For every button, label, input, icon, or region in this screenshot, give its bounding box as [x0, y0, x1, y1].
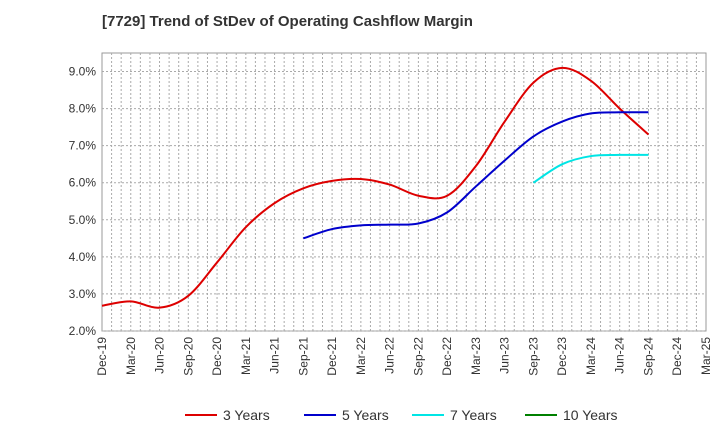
x-tick-label: Mar-22 — [354, 337, 368, 375]
series-line-7-years — [532, 153, 649, 184]
plot-area — [101, 52, 707, 332]
x-tick-label: Dec-21 — [325, 337, 339, 376]
y-tick-label: 8.0% — [69, 102, 97, 116]
y-tick-label: 5.0% — [69, 213, 97, 227]
legend-label: 3 Years — [223, 407, 270, 423]
x-tick-label: Sep-23 — [526, 337, 540, 376]
chart-title: [7729] Trend of StDev of Operating Cashf… — [102, 13, 473, 30]
x-tick-label: Jun-24 — [613, 337, 627, 374]
x-tick-label: Mar-24 — [584, 337, 598, 375]
x-tick-label: Dec-19 — [95, 337, 109, 376]
x-tick-label: Dec-20 — [210, 337, 224, 376]
x-tick-label: Sep-21 — [296, 337, 310, 376]
x-tick-label: Dec-22 — [440, 337, 454, 376]
x-tick-label: Mar-25 — [699, 337, 713, 375]
series-line-3-years — [101, 66, 650, 309]
y-tick-label: 6.0% — [69, 176, 97, 190]
x-tick-label: Mar-20 — [124, 337, 138, 375]
series-lines — [101, 66, 650, 309]
y-tick-label: 7.0% — [69, 139, 97, 153]
x-tick-label: Mar-21 — [239, 337, 253, 375]
grid — [102, 53, 706, 332]
y-axis: 2.0% 3.0% 4.0% 5.0% 6.0% 7.0% 8.0% 9.0% — [69, 65, 97, 338]
y-tick-label: 3.0% — [69, 287, 97, 301]
y-tick-label: 2.0% — [69, 324, 97, 338]
legend-label: 5 Years — [342, 407, 389, 423]
x-tick-label: Sep-24 — [641, 337, 655, 376]
x-tick-label: Sep-20 — [181, 337, 195, 376]
x-axis: Dec-19 Mar-20 Jun-20 Sep-20 Dec-20 Mar-21 Jun-… — [95, 337, 713, 376]
x-tick-label: Jun-23 — [498, 337, 512, 374]
x-tick-label: Mar-23 — [469, 337, 483, 375]
x-tick-label: Jun-22 — [383, 337, 397, 374]
legend-label: 10 Years — [563, 407, 618, 423]
x-tick-label: Sep-22 — [411, 337, 425, 376]
y-tick-label: 9.0% — [69, 65, 97, 79]
x-tick-label: Dec-24 — [670, 337, 684, 376]
x-tick-label: Jun-20 — [153, 337, 167, 374]
x-tick-label: Jun-21 — [268, 337, 282, 374]
x-tick-label: Dec-23 — [555, 337, 569, 376]
legend: 3 Years 5 Years 7 Years 10 Years — [185, 407, 618, 423]
legend-label: 7 Years — [450, 407, 497, 423]
y-tick-label: 4.0% — [69, 250, 97, 264]
series-line-5-years — [303, 111, 649, 240]
